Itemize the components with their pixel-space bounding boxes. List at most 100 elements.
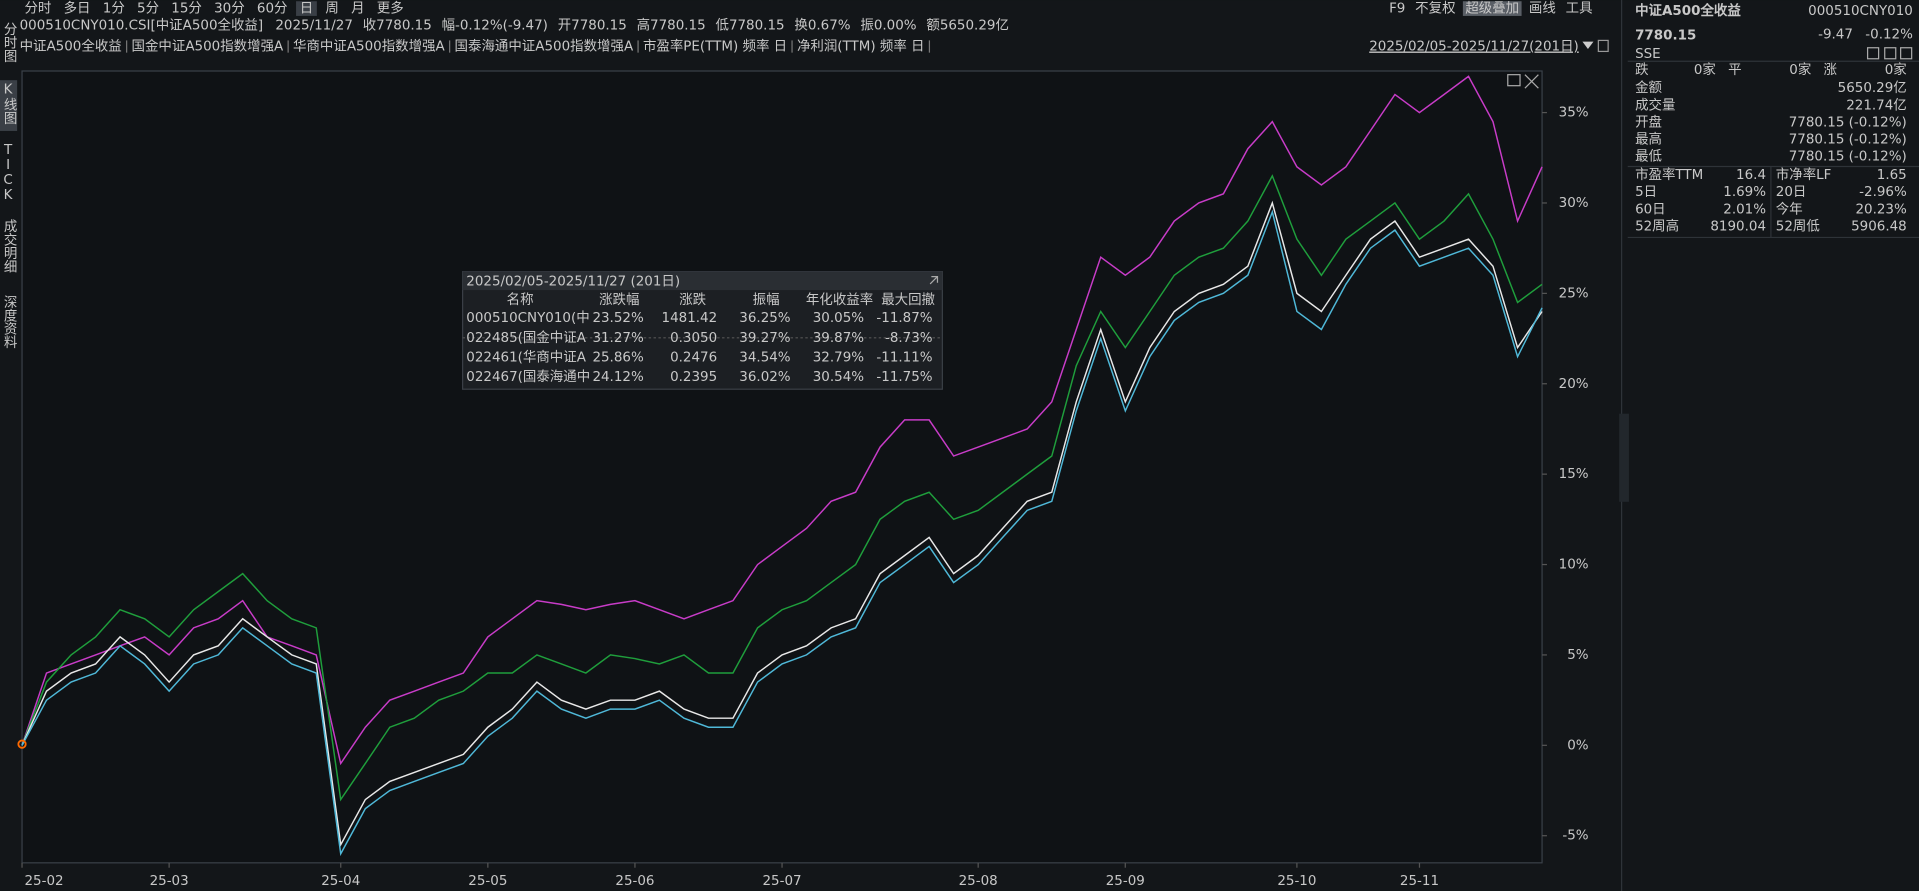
- side-tab[interactable]: TICK: [1, 143, 16, 203]
- side-tab[interactable]: 成交明细: [1, 219, 18, 273]
- breadth-label: 平: [1728, 63, 1741, 78]
- pair-label: 5日: [1635, 185, 1657, 200]
- pair-label: 市盈率TTM: [1635, 166, 1703, 183]
- row-value: 39.27%: [739, 331, 791, 346]
- row-value: 0.2395: [670, 370, 717, 385]
- row-value: 30.05%: [813, 311, 865, 326]
- x-tick-label: 25-08: [959, 874, 998, 889]
- row-name: 022461(华商中证A: [466, 349, 586, 365]
- breadth-value: 0家: [1885, 61, 1907, 78]
- side-tab[interactable]: 分时图: [1, 22, 18, 63]
- symbol: 000510CNY010.CSI[中证A500全收益]: [20, 17, 264, 34]
- legend-entry[interactable]: 国金中证A500指数增强A: [132, 39, 285, 55]
- popup-title-bg: [462, 271, 943, 291]
- period-button[interactable]: 5分: [137, 1, 159, 17]
- period-button[interactable]: 15分: [171, 1, 202, 17]
- plot-buttons[interactable]: [1507, 74, 1539, 89]
- field-value: 0.00%: [874, 19, 917, 34]
- field-label: 低: [715, 18, 728, 34]
- period-button[interactable]: 日: [300, 2, 313, 17]
- y-tick-label: 15%: [1559, 467, 1589, 482]
- legend-entry[interactable]: 华商中证A500指数增强A: [293, 39, 446, 55]
- field-label: 额: [926, 18, 940, 34]
- row-label: 最高: [1635, 131, 1662, 148]
- field-value: -0.12%(-9.47): [455, 19, 548, 34]
- row-value: -11.87%: [876, 311, 932, 326]
- range-settings[interactable]: [1597, 39, 1609, 53]
- popup-expand[interactable]: [929, 275, 939, 285]
- field-value: 7780.15: [571, 19, 627, 34]
- panel-icon[interactable]: [1884, 47, 1897, 60]
- column-header: 名称: [507, 292, 534, 308]
- field-value: 7780.15: [376, 19, 432, 34]
- row-value: 0.2476: [670, 350, 717, 365]
- pair-label: 60日: [1635, 202, 1666, 217]
- quote-change-pct: -0.12%: [1865, 27, 1913, 42]
- panel-icon[interactable]: [1866, 47, 1880, 60]
- indicator[interactable]: 净利润(TTM) 频率 日: [797, 38, 925, 55]
- breadth-value: 0家: [1694, 61, 1716, 78]
- row-value: 0.3050: [670, 331, 717, 346]
- row-label: 最低: [1635, 149, 1662, 165]
- tool-button[interactable]: 工具: [1566, 2, 1593, 17]
- pair-value: 8190.04: [1710, 219, 1766, 234]
- panel-handle[interactable]: [1619, 413, 1629, 502]
- period-button[interactable]: 1分: [103, 1, 125, 17]
- maximize-button[interactable]: [1507, 74, 1521, 87]
- tool-button[interactable]: 画线: [1529, 1, 1556, 17]
- row-value: -8.73%: [885, 331, 933, 346]
- pair-label: 52周低: [1776, 218, 1820, 234]
- breadth-label: 涨: [1824, 62, 1838, 78]
- panel-icon[interactable]: [1900, 47, 1913, 60]
- date-range[interactable]: 2025/02/05-2025/11/27(201日): [1369, 40, 1579, 55]
- x-tick-label: 25-04: [321, 874, 360, 889]
- field-value: 7780.15: [650, 19, 706, 34]
- date: 2025/11/27: [275, 19, 353, 34]
- field-value: 0.67%: [808, 19, 851, 34]
- quote-code: 000510CNY010: [1808, 4, 1913, 19]
- tool-button[interactable]: 不复权: [1415, 0, 1456, 17]
- side-tab[interactable]: 深度资料: [1, 295, 18, 349]
- period-button[interactable]: 周: [325, 2, 338, 17]
- tool-button[interactable]: 超级叠加: [1465, 1, 1519, 17]
- y-tick-label: 30%: [1559, 196, 1589, 211]
- y-tick-label: 20%: [1559, 377, 1589, 392]
- row-value: 7780.15 (-0.12%): [1789, 150, 1907, 165]
- x-tick-label: 25-02: [24, 874, 63, 889]
- pair-value: 5906.48: [1851, 219, 1907, 234]
- field-label: 幅: [442, 18, 455, 34]
- legend-entry[interactable]: 国泰海通中证A500指数增强A: [455, 39, 634, 55]
- close-button[interactable]: [1524, 74, 1539, 89]
- period-button[interactable]: 分时: [24, 1, 51, 17]
- side-tab[interactable]: K线图: [1, 83, 18, 125]
- indicator[interactable]: 市盈率PE(TTM) 频率 日: [643, 38, 787, 55]
- column-header: 最大回撤: [881, 292, 935, 308]
- series-line: [21, 174, 1543, 802]
- row-value: 30.54%: [813, 370, 865, 385]
- series-line: [21, 209, 1543, 857]
- column-header: 涨跌: [679, 292, 706, 308]
- row-value: 36.25%: [739, 311, 791, 326]
- row-label: 开盘: [1635, 113, 1662, 130]
- tool-button[interactable]: F9: [1389, 2, 1405, 17]
- chart: -5% 0% 5% 10% 15% 20% 25% 30% 35% 25-02 25-03 25-04…: [21, 75, 1589, 889]
- row-value: 36.02%: [739, 370, 791, 385]
- row-value: 1481.42: [662, 311, 718, 326]
- range-dropdown[interactable]: [1582, 41, 1594, 49]
- popup-bg: [462, 271, 943, 390]
- column-header: 振幅: [753, 292, 780, 308]
- pair-value: 20.23%: [1855, 202, 1907, 217]
- pair-label: 市净率LF: [1776, 166, 1832, 183]
- quote-change: -9.47: [1818, 27, 1853, 42]
- period-button[interactable]: 月: [351, 2, 364, 17]
- field-label: 换: [794, 18, 808, 34]
- legend-entry[interactable]: 中证A500全收益: [20, 38, 122, 55]
- row-value: 221.74亿: [1846, 97, 1907, 113]
- period-button[interactable]: 60分: [257, 1, 288, 17]
- period-button[interactable]: 更多: [377, 0, 404, 17]
- period-button[interactable]: 多日: [64, 0, 91, 17]
- pair-value: 16.4: [1736, 168, 1766, 183]
- series-line: [21, 75, 1543, 766]
- period-button[interactable]: 30分: [214, 1, 245, 17]
